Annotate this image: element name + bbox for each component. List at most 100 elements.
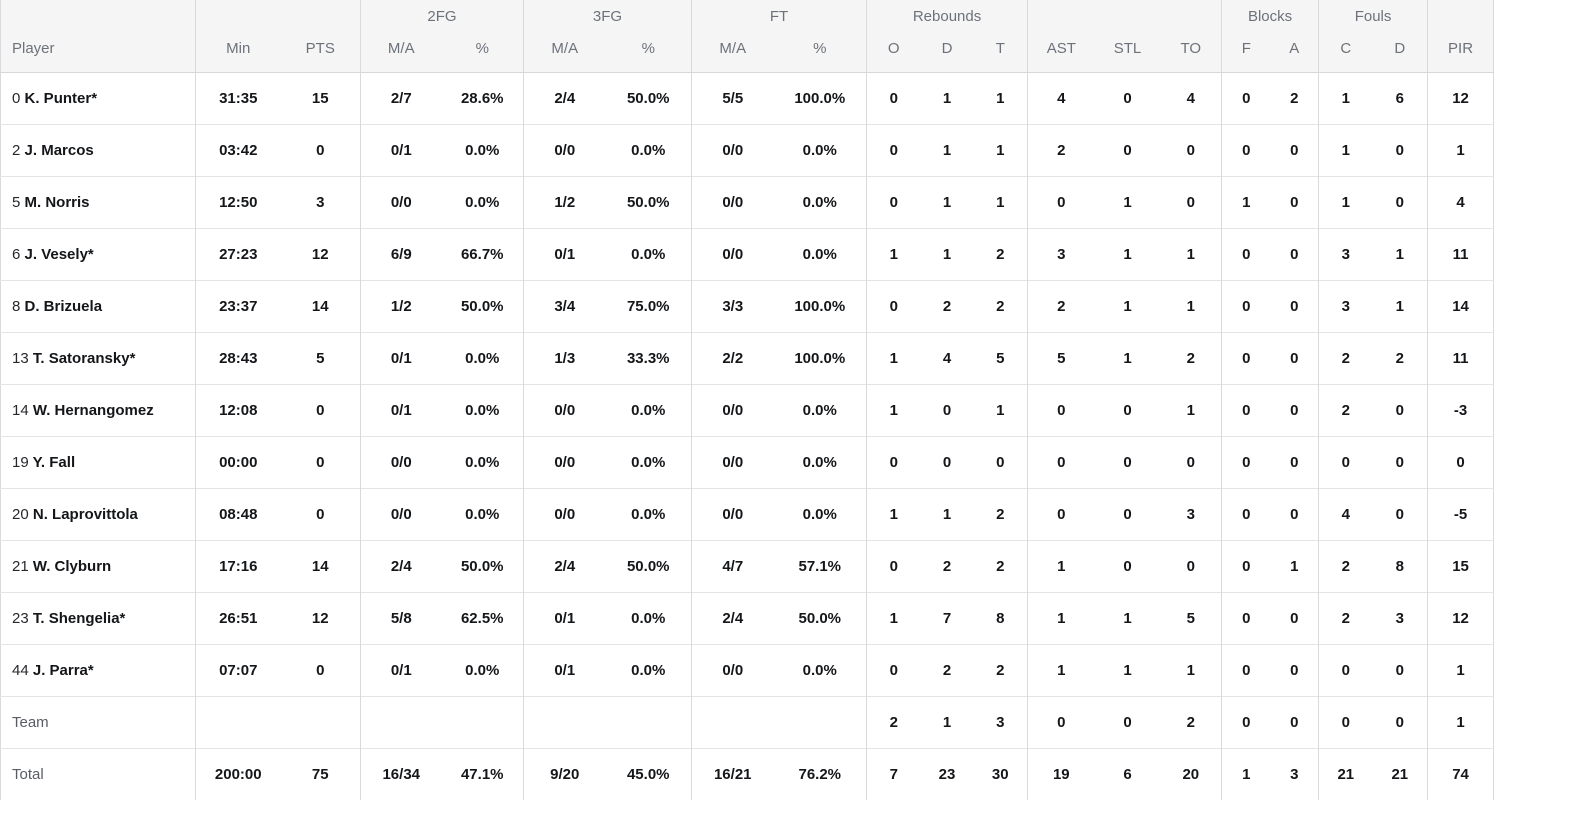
col-header-pir: PIR: [1427, 26, 1494, 72]
stat-cell: [360, 695, 442, 748]
stat-cell: 0.0%: [605, 383, 692, 436]
stat-cell: 0/0: [360, 175, 442, 228]
stat-cell: 1: [1221, 175, 1271, 228]
stat-cell: 5/8: [360, 591, 442, 644]
stat-cell: 2: [866, 695, 921, 748]
stat-cell: 0.0%: [605, 487, 692, 540]
stat-cell: [691, 695, 774, 748]
stat-cell: 07:07: [195, 643, 281, 696]
stat-cell: 2: [1027, 279, 1095, 332]
stat-cell: 0: [1270, 279, 1319, 332]
stat-cell: 1: [1160, 279, 1222, 332]
player-number: 8: [12, 297, 21, 315]
player-name: J. Parra*: [32, 661, 94, 679]
stat-cell: 0: [1221, 331, 1271, 384]
stat-cell: 0/0: [691, 175, 774, 228]
stat-cell: 0: [1221, 539, 1271, 592]
table-header: 2FG 3FG FT Rebounds Blocks Fouls Player Min PTS M…: [0, 0, 1494, 72]
stat-cell: 0: [1027, 487, 1095, 540]
player-row: 23 T. Shengelia* 26:51 12 5/8 62.5% 0/1 0.0% 2/…: [0, 591, 1494, 644]
stat-cell: 0: [1221, 695, 1271, 748]
stat-cell: 0: [1027, 695, 1095, 748]
col-header-m-a: M/A: [691, 26, 774, 72]
stat-cell: 1: [920, 71, 974, 124]
player-row: 44 J. Parra* 07:07 0 0/1 0.0% 0/1 0.0% 0/0 0.0% 0…: [0, 643, 1494, 696]
stat-cell: 0: [1372, 383, 1428, 436]
stat-cell: 0: [1221, 591, 1271, 644]
stat-cell: 1/3: [523, 331, 606, 384]
stat-cell: 5: [1160, 591, 1222, 644]
stat-cell: 6: [1094, 747, 1161, 800]
stat-cell: 0/0: [523, 435, 606, 488]
player-number: 2: [12, 141, 21, 159]
stat-cell: 0/0: [523, 383, 606, 436]
stat-cell: 03:42: [195, 123, 281, 176]
stat-cell: 1: [920, 175, 974, 228]
stat-cell: 1: [1221, 747, 1271, 800]
player-name: T. Shengelia*: [32, 609, 126, 627]
player-name: T. Satoransky*: [32, 349, 136, 367]
stat-cell: 1: [1094, 643, 1161, 696]
stat-cell: 66.7%: [441, 227, 524, 280]
stat-cell: 1: [866, 487, 921, 540]
stat-cell: 3: [1318, 227, 1373, 280]
player-row: 20 N. Laprovittola 08:48 0 0/0 0.0% 0/0 0.0% 0/…: [0, 487, 1494, 540]
stat-cell: 4: [1427, 175, 1494, 228]
stat-cell: 2: [1318, 591, 1373, 644]
stat-cell: 0: [1318, 435, 1373, 488]
stat-cell: 0/0: [691, 383, 774, 436]
stat-cell: 0: [1372, 487, 1428, 540]
stat-cell: 1: [1094, 591, 1161, 644]
stat-cell: 0: [280, 383, 361, 436]
stat-cell: 2/4: [691, 591, 774, 644]
stat-cell: 0: [1221, 383, 1271, 436]
stat-cell: 0: [866, 123, 921, 176]
stat-cell: 0: [1372, 175, 1428, 228]
stat-cell: 2: [1318, 539, 1373, 592]
stat-cell: 2/7: [360, 71, 442, 124]
stat-cell: 3: [1027, 227, 1095, 280]
stat-cell: 2: [973, 279, 1028, 332]
stat-cell: 2: [1027, 123, 1095, 176]
group-header-spacer: [0, 0, 196, 26]
stat-cell: 1: [866, 383, 921, 436]
stat-cell: 0/0: [691, 435, 774, 488]
stat-cell: 45.0%: [605, 747, 692, 800]
stat-cell: 0.0%: [441, 175, 524, 228]
group-header-2fg: 2FG: [360, 0, 524, 26]
stat-cell: 11: [1427, 227, 1494, 280]
stat-cell: 16/21: [691, 747, 774, 800]
stat-cell: 2/4: [523, 539, 606, 592]
player-number: 5: [12, 193, 21, 211]
stat-cell: 0.0%: [605, 227, 692, 280]
stat-cell: 0/0: [691, 487, 774, 540]
stat-cell: 50.0%: [441, 539, 524, 592]
player-cell: 0 K. Punter*: [0, 71, 196, 124]
group-header-ft: FT: [690, 0, 867, 26]
player-number: 19: [12, 453, 29, 471]
stat-cell: 0: [866, 71, 921, 124]
stat-cell: 1: [1094, 175, 1161, 228]
stat-cell: 0: [1094, 383, 1161, 436]
group-header-fouls: Fouls: [1318, 0, 1428, 26]
stat-cell: 14: [280, 539, 361, 592]
player-number: 14: [12, 401, 29, 419]
player-cell: 2 J. Marcos: [0, 123, 196, 176]
stat-cell: 1: [1427, 695, 1494, 748]
stat-cell: 1: [866, 591, 921, 644]
col-header-player: Player: [0, 26, 196, 72]
col-header-a: A: [1270, 26, 1319, 72]
stat-cell: 2: [1372, 331, 1428, 384]
stat-cell: 0: [920, 383, 974, 436]
stat-cell: 0.0%: [605, 591, 692, 644]
stat-cell: 0: [1372, 123, 1428, 176]
player-cell: 23 T. Shengelia*: [0, 591, 196, 644]
stat-cell: 0: [1027, 175, 1095, 228]
player-number: 44: [12, 661, 29, 679]
stat-cell: 12: [1427, 591, 1494, 644]
stat-cell: 0: [1094, 123, 1161, 176]
col-header-d: D: [1372, 26, 1428, 72]
stat-cell: 0.0%: [605, 123, 692, 176]
stat-cell: 0.0%: [773, 487, 867, 540]
stat-cell: 0.0%: [605, 435, 692, 488]
